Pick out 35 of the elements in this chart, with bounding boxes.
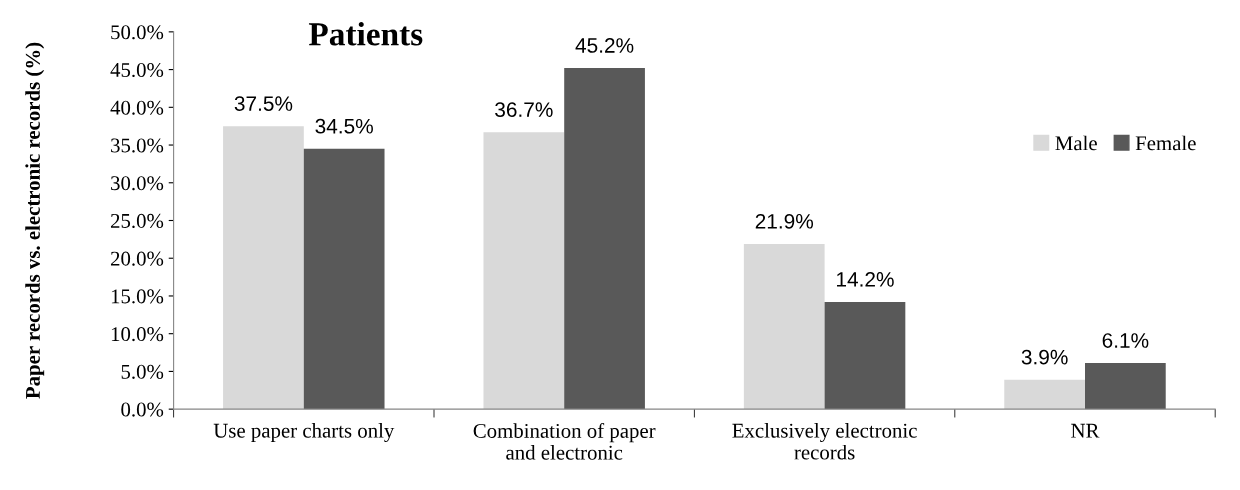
data-label: 6.1% <box>1102 333 1149 348</box>
x-tick-label: Combination of paper and electronic <box>473 423 656 460</box>
legend-label: Male <box>1055 135 1097 151</box>
data-label: 34.5% <box>315 118 373 134</box>
y-tick-label: 15.0% <box>111 289 164 304</box>
data-label: 14.2% <box>837 272 894 287</box>
y-tick-label: 10.0% <box>111 327 164 342</box>
bar <box>223 126 304 410</box>
legend-label: Female <box>1135 135 1196 151</box>
y-tick-label: 20.0% <box>110 251 164 266</box>
data-label: 21.9% <box>755 213 814 229</box>
y-tick-label: 35.0% <box>111 138 164 153</box>
chart-title: Patients <box>308 22 423 46</box>
bar <box>483 132 565 410</box>
bar <box>743 243 825 410</box>
data-label: 45.2% <box>575 38 634 53</box>
y-tick-label: 5.0% <box>121 364 164 379</box>
bar <box>564 68 645 410</box>
y-tick-label: 45.0% <box>110 62 164 78</box>
x-tick-label: NR <box>1071 423 1100 438</box>
data-label: 37.5% <box>234 96 293 111</box>
y-tick-label: 25.0% <box>110 213 164 229</box>
x-tick-label: Exclusively electronic records <box>732 423 917 460</box>
bar <box>1004 379 1085 410</box>
y-tick-label: 30.0% <box>111 176 164 191</box>
bar <box>1085 363 1166 410</box>
x-tick-label: Use paper charts only <box>213 423 395 442</box>
data-label: 3.9% <box>1021 349 1068 365</box>
y-tick-label: 40.0% <box>110 100 164 115</box>
data-label: 36.7% <box>495 102 553 117</box>
y-axis-title: Paper records vs. electronic records (%) <box>25 42 45 399</box>
bar <box>303 148 385 410</box>
bar <box>824 302 906 410</box>
y-tick-label: 50.0% <box>111 25 164 40</box>
y-tick-label: 0.0% <box>121 402 164 417</box>
